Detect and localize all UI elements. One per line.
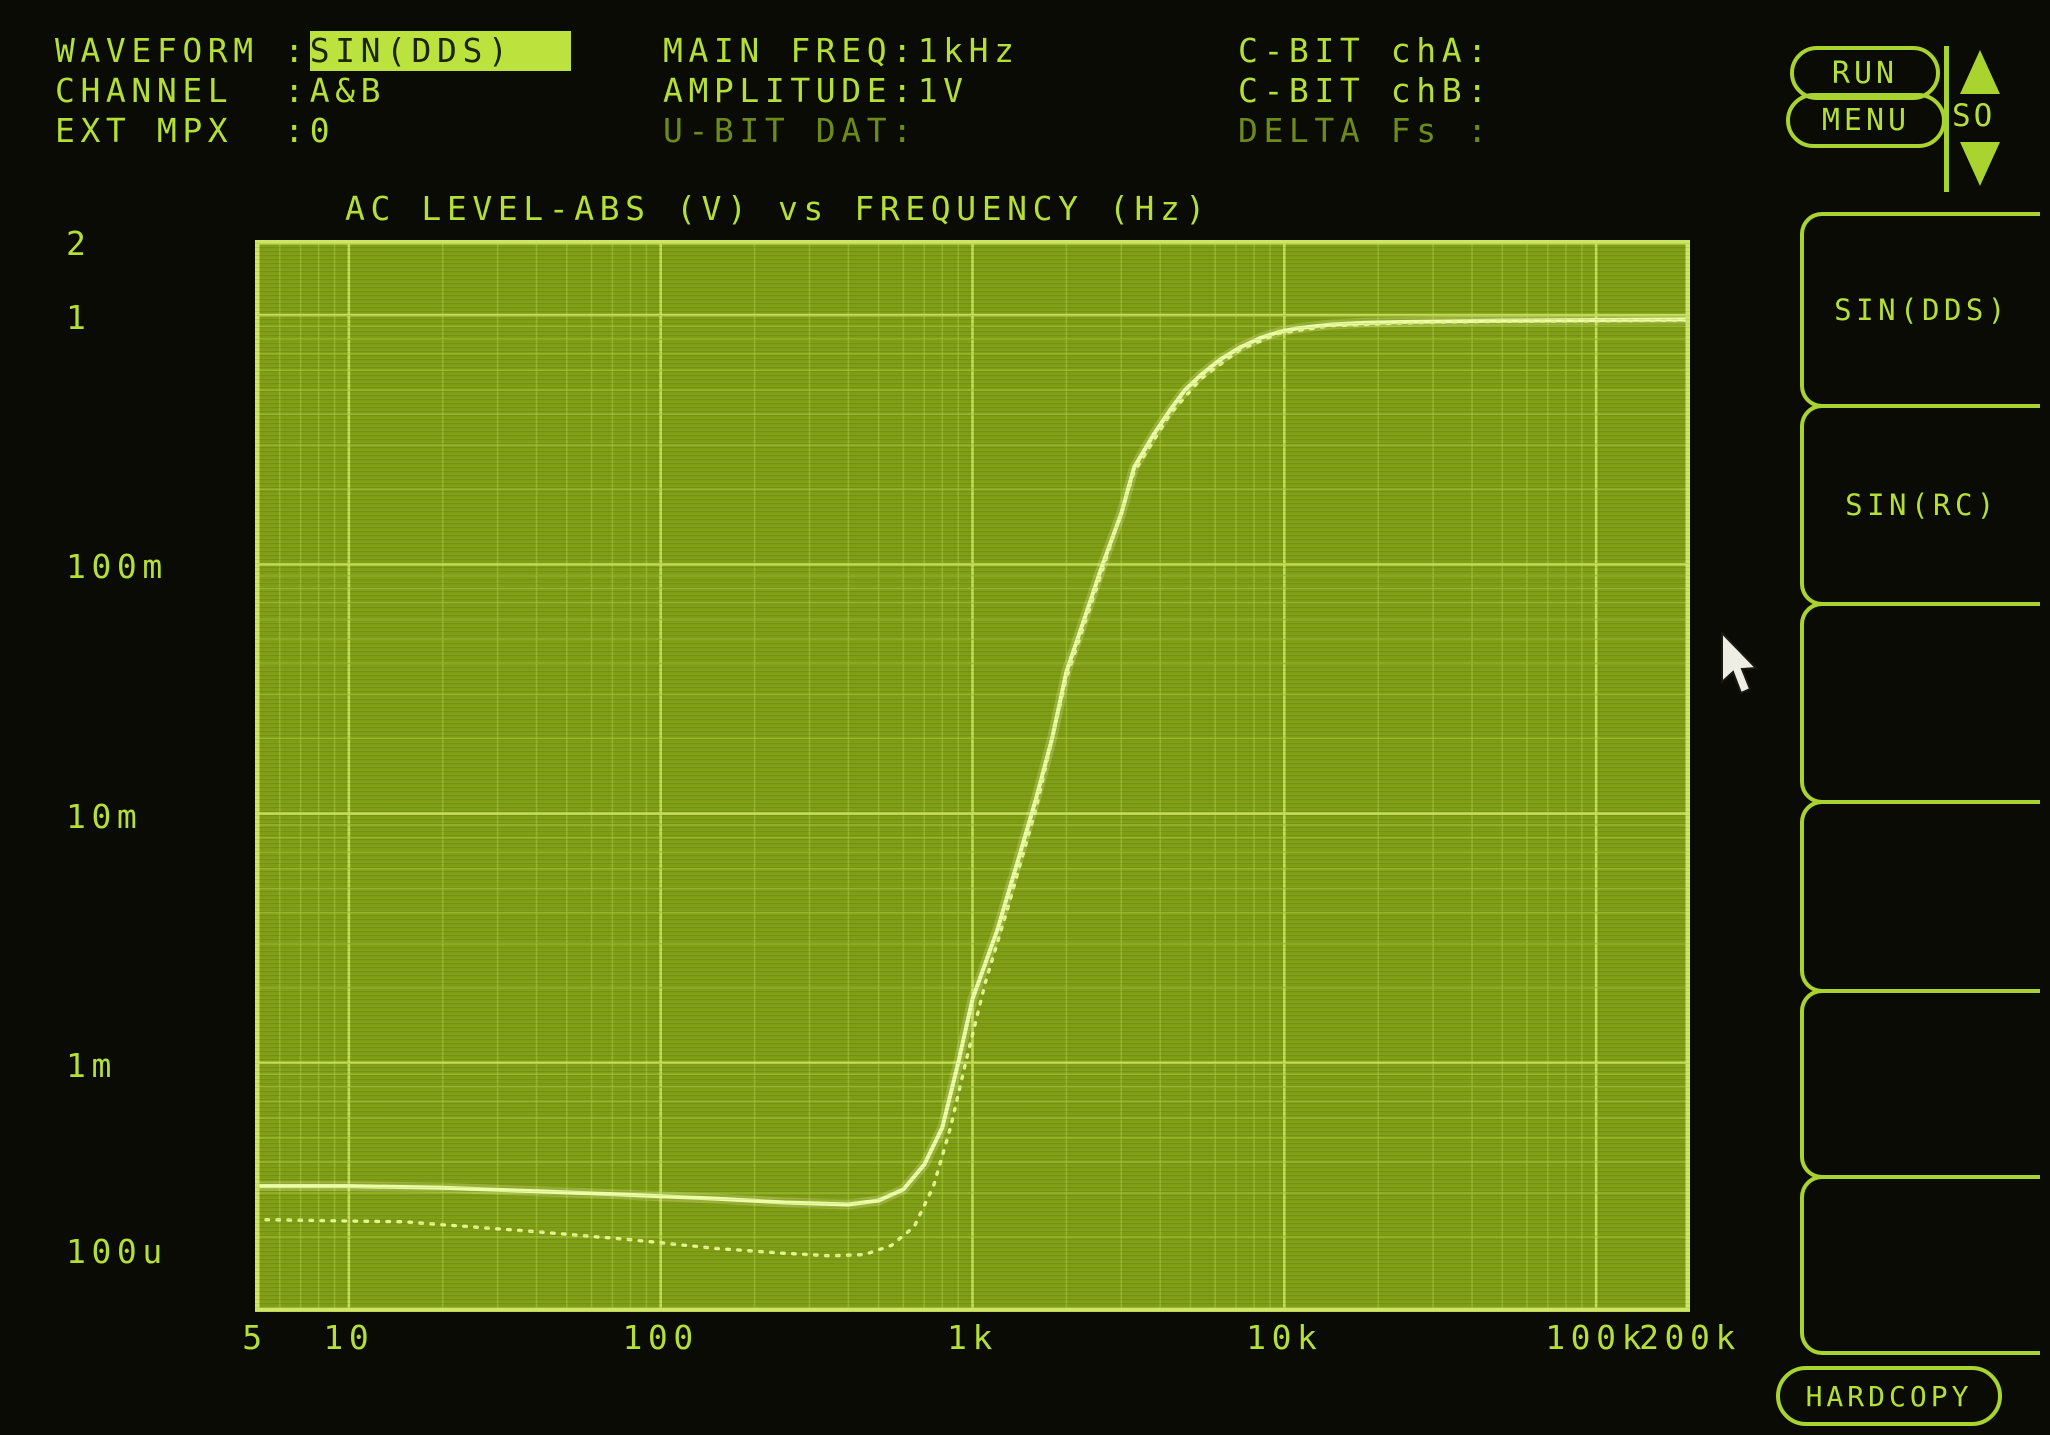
mouse-cursor-icon <box>1721 632 1759 695</box>
ext-mpx-field: EXT MPX :0 <box>55 111 335 151</box>
c-bit-cha-label: C-BIT chA: <box>1238 31 1493 70</box>
so-indicator: SO <box>1952 98 1996 134</box>
delta-fs-field: DELTA Fs : <box>1238 111 1493 151</box>
ext-mpx-label: EXT MPX : <box>55 111 310 150</box>
softkey-6[interactable] <box>1800 1175 2040 1355</box>
x-tick-10: 10 <box>323 1318 375 1357</box>
chart-title: AC LEVEL-ABS (V) vs FREQUENCY (Hz) <box>345 189 1211 228</box>
c-bit-cha-field: C-BIT chA: <box>1238 31 1493 71</box>
softkey-3[interactable] <box>1800 602 2040 804</box>
y-tick-100u: 100u <box>66 1232 168 1271</box>
trace-ac-level-dotted <box>255 318 1690 1258</box>
main-freq-field: MAIN FREQ: 1kHz <box>663 31 1020 71</box>
channel-value: A&B <box>309 71 387 110</box>
menu-button-label: MENU <box>1821 103 1911 138</box>
c-bit-chb-field: C-BIT chB: <box>1238 71 1493 111</box>
y-tick-100m: 100m <box>66 547 168 587</box>
x-tick-200k: 200k <box>1639 1318 1741 1357</box>
softkey-sin-dds-label: SIN(DDS) <box>1834 293 2010 327</box>
arrow-up-icon[interactable] <box>1960 50 2000 94</box>
scroll-divider <box>1944 46 1949 192</box>
delta-fs-label: DELTA Fs : <box>1238 111 1493 150</box>
softkey-4[interactable] <box>1800 800 2040 993</box>
y-tick-2: 2 <box>66 224 92 263</box>
x-tick-10k: 10k <box>1246 1318 1323 1357</box>
main-freq-label: MAIN FREQ: <box>663 31 918 70</box>
softkey-5[interactable] <box>1800 989 2040 1179</box>
ext-mpx-value: 0 <box>309 111 336 150</box>
x-tick-1k: 1k <box>947 1318 998 1357</box>
y-tick-10m: 10m <box>66 796 143 836</box>
x-tick-100k: 100k <box>1545 1318 1648 1357</box>
amplitude-label: AMPLITUDE: <box>663 71 918 110</box>
plot-svg <box>255 240 1690 1312</box>
plot-area <box>255 240 1690 1312</box>
waveform-field: WAVEFORM : SIN(DDS) <box>55 31 572 71</box>
arrow-down-icon[interactable] <box>1960 142 2000 186</box>
u-bit-dat-label: U-BIT DAT: <box>663 111 918 150</box>
main-freq-value: 1kHz <box>917 31 1020 70</box>
x-tick-100: 100 <box>622 1318 699 1357</box>
softkey-sin-rc-label: SIN(RC) <box>1845 488 1999 522</box>
x-tick-5: 5 <box>242 1318 268 1357</box>
channel-label: CHANNEL : <box>55 71 310 110</box>
run-button-label: RUN <box>1831 55 1899 91</box>
amplitude-field: AMPLITUDE: 1V <box>663 71 969 111</box>
y-tick-1: 1 <box>66 298 92 338</box>
menu-button[interactable]: MENU <box>1786 93 1946 148</box>
trace-ac-level-solid <box>255 317 1690 1207</box>
u-bit-dat-field: U-BIT DAT: <box>663 111 918 151</box>
waveform-label: WAVEFORM : <box>55 31 310 70</box>
softkey-sin-rc[interactable]: SIN(RC) <box>1800 404 2040 606</box>
hardcopy-button[interactable]: HARDCOPY <box>1776 1366 2002 1426</box>
channel-field: CHANNEL : A&B <box>55 71 386 111</box>
hardcopy-button-label: HARDCOPY <box>1805 1379 1973 1413</box>
plot-border <box>255 240 1690 1312</box>
softkey-sin-dds[interactable]: SIN(DDS) <box>1800 212 2040 408</box>
y-tick-1m: 1m <box>66 1045 117 1085</box>
c-bit-chb-label: C-BIT chB: <box>1238 71 1493 110</box>
run-button[interactable]: RUN <box>1790 46 1940 100</box>
waveform-value[interactable]: SIN(DDS) <box>309 31 572 71</box>
amplitude-value: 1V <box>917 71 969 110</box>
